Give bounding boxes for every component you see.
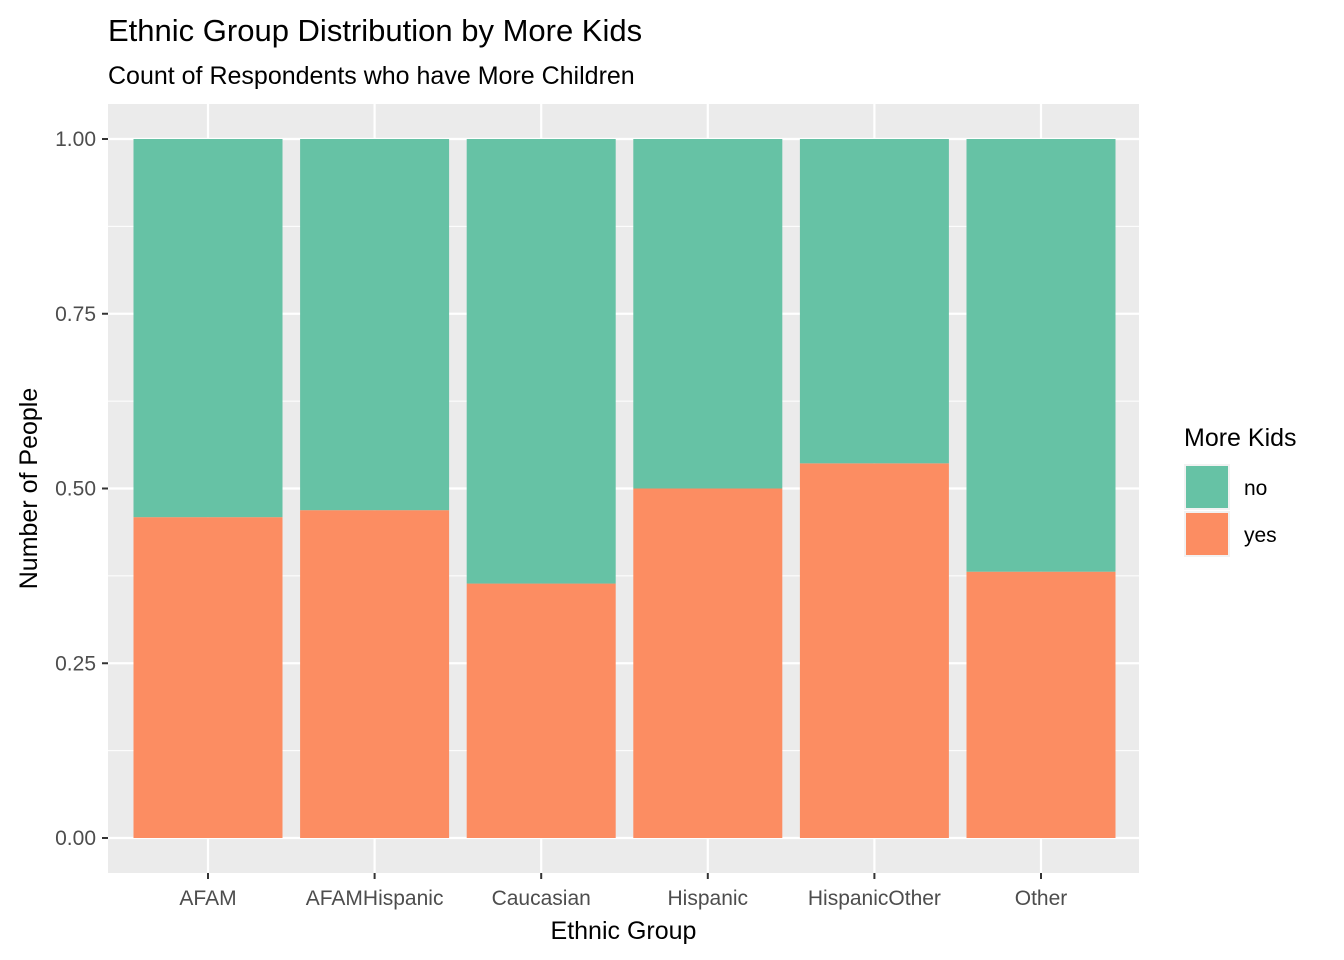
legend-swatch-no <box>1186 466 1228 508</box>
x-tick-label: HispanicOther <box>808 887 941 910</box>
x-tick-label: Caucasian <box>492 887 591 910</box>
x-tick-label: Other <box>1015 887 1068 910</box>
y-tick-label: 0.50 <box>55 478 96 501</box>
y-tick-label: 1.00 <box>55 128 96 151</box>
bar-segment-no-Caucasian <box>466 139 616 584</box>
bar-segment-no-AFAMHispanic <box>300 139 450 511</box>
bar-segment-yes-Other <box>966 571 1116 838</box>
bar-segment-yes-Hispanic <box>633 488 783 838</box>
y-tick-label: 0.25 <box>55 652 96 675</box>
x-axis: AFAM AFAMHispanic Caucasian Hispanic Hispani… <box>179 873 1067 910</box>
bar-segment-no-Other <box>966 139 1116 572</box>
bar-segment-yes-AFAM <box>133 517 283 838</box>
bars <box>133 139 1116 838</box>
legend-label-yes: yes <box>1244 524 1277 547</box>
y-axis: 0.00 0.25 0.50 0.75 1.00 <box>55 128 108 850</box>
bar-segment-yes-AFAMHispanic <box>300 510 450 838</box>
y-axis-title: Number of People <box>15 388 43 590</box>
bar-segment-yes-HispanicOther <box>799 463 949 838</box>
legend-swatch-yes <box>1186 513 1228 555</box>
chart-subtitle: Count of Respondents who have More Child… <box>108 62 635 90</box>
x-tick-label: AFAMHispanic <box>306 887 444 910</box>
bar-segment-no-Hispanic <box>633 139 783 489</box>
legend: More Kids no yes <box>1184 424 1297 557</box>
bar-segment-no-HispanicOther <box>799 139 949 464</box>
legend-title: More Kids <box>1184 424 1297 452</box>
x-axis-title: Ethnic Group <box>551 917 697 945</box>
x-tick-label: Hispanic <box>668 887 749 910</box>
legend-label-no: no <box>1244 477 1267 500</box>
bar-segment-no-AFAM <box>133 139 283 518</box>
y-tick-label: 0.00 <box>55 827 96 850</box>
x-tick-label: AFAM <box>179 887 236 910</box>
y-tick-label: 0.75 <box>55 303 96 326</box>
bar-segment-yes-Caucasian <box>466 583 616 838</box>
chart-title: Ethnic Group Distribution by More Kids <box>108 13 642 48</box>
